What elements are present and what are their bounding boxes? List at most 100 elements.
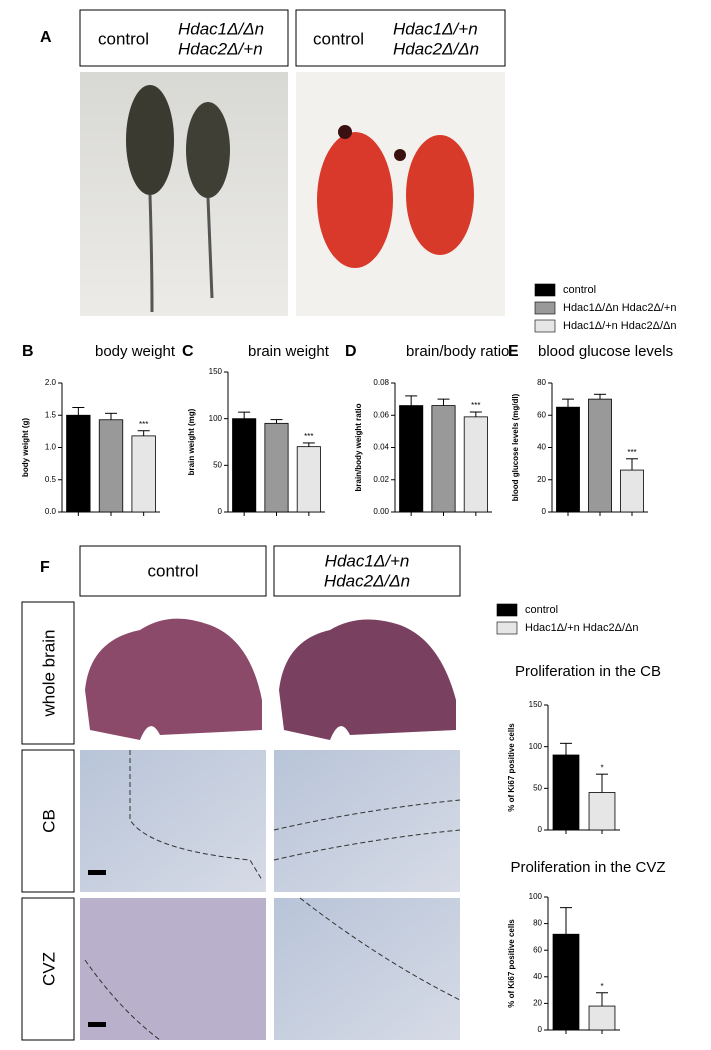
micrographs (80, 602, 461, 1041)
bar (296, 446, 321, 513)
legend-label: Hdac1Δ/+n Hdac2Δ/Δn (525, 622, 638, 634)
legend-label: control (525, 604, 558, 616)
y-tick-label: 1.5 (45, 410, 57, 419)
bar (399, 405, 424, 513)
y-tick-label: 50 (533, 783, 542, 792)
y-axis-label: blood glucose levels (mg/dl) (511, 393, 520, 501)
chart-title: Proliferation in the CVZ (510, 859, 665, 876)
row-labels (21, 601, 75, 1041)
y-tick-label: 20 (537, 475, 546, 484)
chart-title: blood glucose levels (538, 343, 673, 360)
header-label: Hdac1Δ/Δn (178, 19, 264, 38)
bar (552, 754, 580, 831)
chart-title: brain/body ratio (406, 343, 509, 360)
panel-letter: F (40, 559, 50, 576)
significance: * (600, 982, 603, 991)
significance: *** (471, 401, 480, 410)
y-tick-label: 0.08 (373, 378, 389, 387)
bar (131, 435, 156, 513)
legend-swatch (496, 621, 518, 635)
bar (66, 414, 91, 513)
panel-letter: D (345, 343, 357, 360)
y-tick-label: 100 (209, 414, 223, 423)
y-axis-label: brain/body weight ratio (354, 403, 363, 491)
bar (264, 422, 289, 513)
y-tick-label: 20 (533, 999, 542, 1008)
significance: *** (627, 448, 636, 457)
chart-title: body weight (95, 343, 176, 360)
bar (588, 398, 612, 513)
panel-letter: E (508, 343, 519, 360)
chart-title: Proliferation in the CB (515, 663, 661, 680)
header-box (295, 9, 506, 67)
legend-label: control (563, 284, 596, 296)
y-tick-label: 60 (533, 945, 542, 954)
chart-title: brain weight (248, 343, 330, 360)
significance: *** (139, 420, 148, 429)
panel-letter: B (22, 343, 34, 360)
legend-swatch (496, 603, 518, 617)
photo (296, 72, 505, 316)
bar (552, 933, 580, 1031)
y-tick-label: 80 (533, 919, 542, 928)
y-tick-label: 60 (537, 410, 546, 419)
significance: * (600, 763, 603, 772)
y-tick-label: 0.04 (373, 443, 389, 452)
y-axis-label: % of Ki67 positive cells (507, 919, 516, 1008)
legend-swatch (534, 319, 556, 333)
y-tick-label: 0 (218, 507, 223, 516)
bar (431, 405, 456, 513)
y-axis-label: brain weight (mg) (187, 408, 196, 475)
y-tick-label: 2.0 (45, 378, 57, 387)
y-tick-label: 0.06 (373, 410, 389, 419)
panel-letter: A (40, 29, 52, 46)
bar (620, 469, 644, 513)
header-label: Hdac2Δ/Δn (324, 571, 410, 590)
y-tick-label: 40 (533, 972, 542, 981)
header-label: Hdac1Δ/+n (393, 19, 478, 38)
header-box (79, 9, 289, 67)
header-label: Hdac2Δ/Δn (393, 39, 479, 58)
photo (80, 72, 288, 316)
y-tick-label: 100 (529, 892, 543, 901)
y-tick-label: 1.0 (45, 443, 57, 452)
header-label: control (98, 29, 149, 48)
y-tick-label: 50 (213, 460, 222, 469)
legend-label: Hdac1Δ/+n Hdac2Δ/Δn (563, 320, 676, 332)
bar (98, 419, 124, 513)
bar (588, 1005, 616, 1031)
y-tick-label: 0.02 (373, 475, 389, 484)
row-label: CVZ (39, 952, 58, 986)
legend-swatch (534, 283, 556, 297)
header-label: control (313, 29, 364, 48)
y-tick-label: 40 (537, 443, 546, 452)
header-label: Hdac2Δ/+n (178, 39, 263, 58)
y-tick-label: 150 (529, 700, 543, 709)
legend-swatch (534, 301, 556, 315)
legend-label: Hdac1Δ/Δn Hdac2Δ/+n (563, 302, 676, 314)
header-box (79, 545, 267, 597)
y-tick-label: 0 (542, 507, 547, 516)
header-label: Hdac1Δ/+n (325, 551, 410, 570)
header-label: control (147, 561, 198, 580)
y-tick-label: 0.00 (373, 507, 389, 516)
y-axis-label: body weight (g) (21, 418, 30, 477)
y-tick-label: 0.0 (45, 507, 57, 516)
y-axis-label: % of Ki67 positive cells (507, 723, 516, 812)
y-tick-label: 0 (538, 825, 543, 834)
bar (232, 418, 257, 513)
bar (556, 406, 580, 513)
header-box (273, 545, 461, 597)
significance: *** (304, 432, 313, 441)
y-tick-label: 150 (209, 367, 223, 376)
bar (588, 792, 616, 831)
row-label: CB (39, 809, 58, 833)
panel-letter: C (182, 343, 194, 360)
y-tick-label: 0.5 (45, 475, 57, 484)
row-label: whole brain (39, 630, 58, 718)
y-tick-label: 80 (537, 378, 546, 387)
bar (463, 416, 488, 513)
y-tick-label: 0 (538, 1025, 543, 1034)
y-tick-label: 100 (529, 742, 543, 751)
